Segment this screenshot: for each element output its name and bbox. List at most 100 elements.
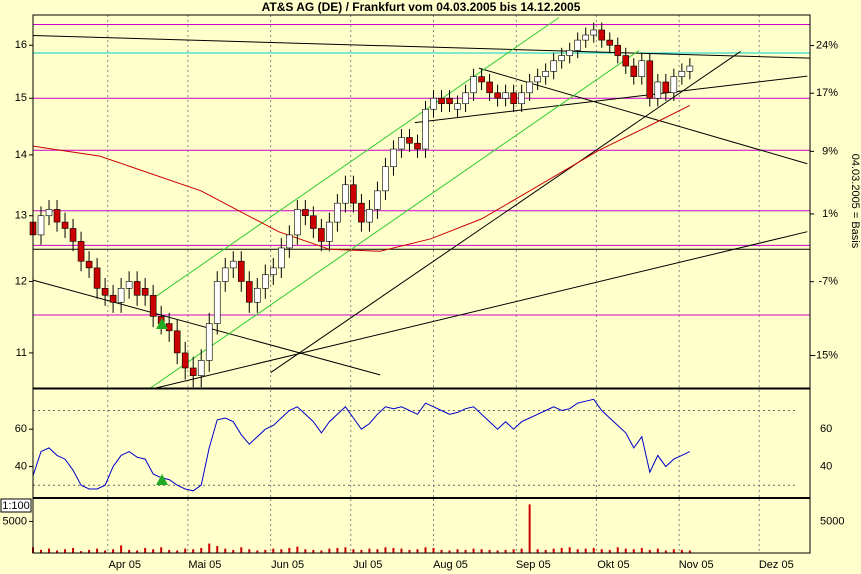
candle-body	[598, 29, 606, 41]
volume-bar	[56, 550, 59, 553]
y-tick-label: 12	[15, 275, 27, 287]
candle-body	[614, 44, 622, 56]
volume-bar	[112, 549, 115, 553]
signal-marker	[156, 318, 168, 329]
candle-body	[149, 294, 157, 317]
volume-bar	[392, 547, 395, 553]
x-tick-label: Dez 05	[759, 559, 794, 571]
candle-body	[37, 215, 45, 236]
x-tick-label: Nov 05	[679, 559, 714, 571]
volume-bar	[304, 549, 307, 553]
candle-body	[574, 39, 582, 51]
trend-line	[478, 67, 808, 165]
y2-tick-label: -15%	[812, 349, 838, 361]
candle-body	[630, 65, 638, 77]
volume-bar	[688, 550, 691, 553]
volume-bar	[512, 549, 515, 553]
candle-body	[189, 367, 197, 376]
volume-bar	[464, 549, 467, 553]
volume-bar	[560, 547, 563, 553]
volume-bar	[320, 550, 323, 553]
candle-body	[382, 166, 389, 192]
candle-body	[245, 281, 253, 303]
trend-line	[155, 231, 808, 389]
candle-body	[310, 215, 317, 229]
y-tick-label: 13	[15, 210, 27, 222]
candle-body	[398, 137, 405, 150]
candle-body	[518, 92, 525, 105]
volume-bar	[600, 549, 603, 553]
volume-bar	[240, 547, 243, 553]
candle-body	[638, 60, 646, 77]
volume-bar	[168, 549, 171, 553]
x-tick-label: Sep 05	[516, 559, 551, 571]
candle-body	[205, 323, 213, 361]
chart-title: AT&S AG (DE) / Frankfurt vom 04.03.2005 …	[262, 0, 581, 14]
candle-body	[302, 209, 309, 217]
candle-body	[133, 281, 141, 296]
candle-body	[117, 288, 125, 303]
candle-body	[438, 97, 445, 105]
candle-body	[430, 97, 437, 110]
x-tick-label: Okt 05	[597, 559, 629, 571]
y2-tick-label: -7%	[818, 276, 838, 288]
candle-body	[141, 288, 149, 296]
volume-bar	[40, 549, 43, 553]
y2-tick-label: 17%	[816, 87, 838, 99]
candle-body	[502, 92, 509, 99]
candle-body	[470, 76, 477, 94]
volume-bar	[456, 549, 459, 553]
volume-bar	[488, 549, 491, 553]
trend-line	[270, 51, 741, 373]
volume-bar	[648, 549, 651, 553]
candle-body	[69, 228, 77, 242]
y-tick-label-right: 60	[820, 423, 832, 435]
marks	[29, 22, 694, 553]
candle-body	[494, 92, 501, 99]
candle-body	[510, 92, 517, 105]
trend-line	[150, 17, 560, 301]
candle-body	[446, 97, 453, 105]
candle-body	[406, 137, 413, 144]
candle-body	[165, 323, 173, 332]
volume-bar	[576, 549, 579, 553]
volume-bar	[192, 549, 195, 553]
candle-body	[582, 34, 590, 41]
candle-body	[45, 209, 53, 217]
volume-bar	[616, 547, 619, 553]
volume-bar	[184, 548, 187, 553]
candle-body	[534, 76, 541, 83]
volume-bar	[608, 549, 611, 553]
volume-bar	[96, 548, 99, 553]
candle-body	[486, 81, 493, 94]
candle-body	[566, 50, 573, 56]
volume-bar	[64, 549, 67, 553]
volume-bar	[672, 549, 675, 553]
y-tick-label: 14	[15, 149, 27, 161]
volume-bar	[200, 547, 203, 553]
trend-line	[150, 49, 640, 389]
candle-body	[670, 76, 678, 94]
x-tick-label: Mai 05	[188, 559, 221, 571]
candle-body	[261, 274, 269, 289]
volume-bar	[680, 549, 683, 553]
candle-body	[253, 288, 261, 303]
x-tick-label: Apr 05	[109, 559, 141, 571]
volume-bar	[656, 548, 659, 553]
volume-bar	[128, 549, 131, 553]
candle-body	[662, 81, 670, 94]
candle-body	[237, 260, 245, 282]
volume-bar	[152, 549, 155, 553]
moving-average	[32, 104, 691, 252]
y2-axis-label: 04.03.2005 = Basis	[849, 154, 861, 249]
y-tick-label-right: 40	[820, 460, 832, 472]
volume-bar	[256, 550, 259, 553]
volume-bar	[496, 550, 499, 553]
volume-bar	[232, 549, 235, 553]
volume-bar	[632, 549, 635, 553]
candle-body	[686, 65, 694, 72]
y-tick-label: 5000	[3, 515, 27, 527]
volume-bar	[584, 548, 587, 553]
candle-body	[374, 190, 381, 210]
